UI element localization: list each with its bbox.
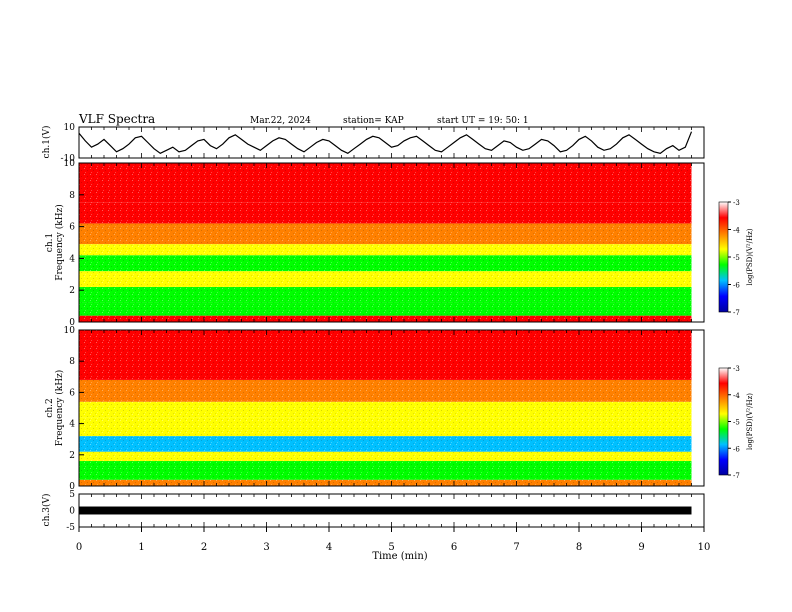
y-tick-label: 0: [69, 482, 75, 492]
ch1-spectrogram-panel: 10 8 6 4 2 0 ch.1Frequency (kHz) -3 -4 -5 -6 -7 log(…: [45, 159, 754, 328]
x-tick-label: 2: [201, 542, 207, 553]
ch1-waveform-line: [78, 131, 693, 154]
y-tick-label: 4: [69, 420, 75, 430]
ch1-ylabel: ch.1(V): [41, 126, 52, 159]
ch2-spectrogram-ylabel: ch.2Frequency (kHz): [45, 370, 65, 447]
x-tick-label: 5: [388, 542, 394, 553]
x-tick-label: 1: [138, 542, 144, 553]
x-tick-label: 9: [638, 542, 644, 553]
y-tick-label: 0: [69, 507, 75, 517]
y-tick-label: 4: [69, 254, 75, 264]
x-tick-label: 4: [326, 542, 332, 553]
y-tick-label: 2: [69, 286, 75, 296]
ch1-spectrogram-texture: [79, 163, 692, 322]
colorbar-tick-label: -5: [733, 419, 740, 427]
ch1-spectrogram-ylabel: ch.1Frequency (kHz): [45, 204, 65, 281]
y-tick-label: 5: [69, 490, 75, 500]
y-tick-label: 6: [69, 223, 75, 233]
ch2-spectrogram-panel: 10 8 6 4 2 0 ch.2Frequency (kHz) -3 -4 -5 -6 -7 log(…: [45, 326, 754, 492]
y-tick-label: 6: [69, 388, 75, 398]
colorbar-tick-label: -4: [733, 392, 740, 400]
y-tick-label: -5: [66, 523, 75, 533]
start-time-label: start UT = 19: 50: 1: [437, 116, 529, 126]
colorbar-tick-label: -6: [733, 282, 740, 290]
x-tick-label: 6: [451, 542, 457, 553]
y-tick-label: 10: [64, 326, 76, 336]
y-tick-label: -10: [61, 154, 76, 164]
ch1-waveform-panel: 10 -10 ch.1(V): [41, 123, 705, 164]
colorbar-tick-label: -3: [733, 365, 740, 373]
ch1-spectrogram-colorbar-label: log(PSD)(V²/Hz): [746, 228, 754, 285]
x-tick-label: 7: [513, 542, 519, 553]
ch2-spectrogram-colorbar: [718, 367, 729, 476]
ch2-spectrogram-texture: [79, 330, 692, 486]
x-axis-label: Time (min): [372, 551, 427, 562]
x-tick-label: 8: [576, 542, 582, 553]
ch2-spectrogram-colorbar-label: log(PSD)(V²/Hz): [746, 393, 754, 450]
ch3-ylabel: ch.3(V): [41, 494, 52, 527]
ch1-spectrogram-colorbar: [718, 201, 729, 313]
colorbar-tick-label: -4: [733, 227, 740, 235]
x-tick-label: 10: [698, 542, 711, 553]
y-tick-label: 8: [69, 191, 75, 201]
y-tick-label: 10: [64, 123, 76, 133]
ch3-waveform-panel: 5 0 -5 ch.3(V): [41, 490, 705, 533]
colorbar-tick-label: -7: [733, 472, 740, 480]
y-tick-label: 8: [69, 357, 75, 367]
colorbar-tick-label: -5: [733, 254, 740, 262]
y-tick-label: 0: [69, 318, 75, 328]
ch3-waveform-trace: [79, 506, 692, 515]
date-label: Mar.22, 2024: [250, 116, 311, 126]
colorbar-tick-label: -6: [733, 445, 740, 453]
y-tick-label: 2: [69, 451, 75, 461]
y-tick-label: 10: [64, 159, 76, 169]
x-tick-label: 3: [263, 542, 269, 553]
station-label: station= KAP: [343, 116, 404, 126]
colorbar-tick-label: -3: [733, 199, 740, 207]
figure-title: VLF Spectra: [78, 112, 155, 126]
colorbar-tick-label: -7: [733, 309, 740, 317]
time-axis: 0 1 2 3 4 5 6 7 8 9 10 Time (min): [76, 527, 711, 562]
x-tick-label: 0: [76, 542, 82, 553]
